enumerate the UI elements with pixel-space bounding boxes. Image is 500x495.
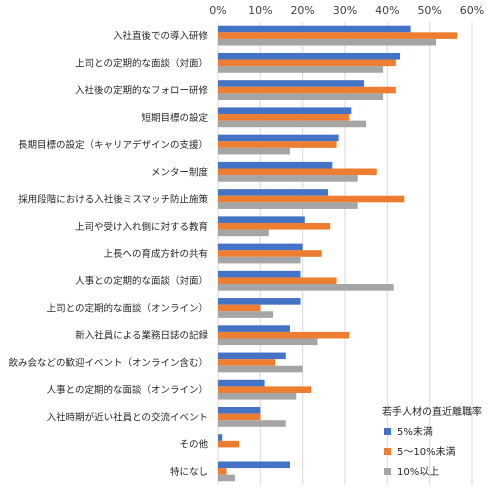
legend-label: 10%以上: [397, 466, 439, 478]
bar: [218, 25, 411, 33]
bar: [218, 66, 384, 73]
x-tick-label: 10%: [248, 4, 272, 17]
bar: [218, 93, 384, 100]
x-tick-label: 50%: [417, 4, 441, 17]
category-label: 新入社員による業務日誌の記録: [75, 330, 208, 342]
bar: [218, 195, 405, 203]
bar: [218, 284, 394, 291]
bar: [218, 461, 290, 469]
legend-swatch: [384, 448, 391, 455]
bar: [218, 468, 227, 475]
bar: [218, 250, 322, 257]
category-label: メンター制度: [151, 166, 209, 178]
category-label: 採用段階における入社後ミスマッチ防止施策: [18, 194, 208, 206]
bar: [218, 365, 303, 373]
bar: [218, 120, 367, 128]
bar: [218, 222, 331, 230]
category-label: 入社時期が近い社員との交流イベント: [47, 411, 208, 423]
category-label: 上司との定期的な面談（オンライン）: [47, 302, 208, 314]
category-label: 長期目標の設定（キャリアデザインの支援）: [18, 139, 208, 151]
bar: [218, 359, 276, 366]
bar: [218, 114, 350, 121]
bar: [218, 311, 274, 318]
bar: [218, 474, 235, 482]
bar: [218, 331, 350, 339]
bar: [218, 352, 286, 360]
bar: [218, 440, 240, 448]
bar: [218, 38, 437, 46]
legend-label: 5～10%未満: [397, 446, 456, 458]
x-tick-label: 30%: [333, 4, 357, 17]
legend-label: 5%未満: [397, 426, 433, 438]
bar: [218, 229, 269, 237]
bar: [218, 298, 301, 305]
bar: [218, 32, 458, 39]
bar: [218, 270, 301, 278]
bar: [218, 107, 352, 115]
legend-swatch: [384, 428, 391, 435]
bar: [218, 392, 297, 400]
bar: [218, 304, 261, 312]
bar: [218, 59, 396, 67]
bar: [218, 189, 329, 196]
bar: [218, 407, 261, 414]
bar: [218, 80, 365, 87]
bar: [218, 325, 290, 332]
bars: [218, 25, 458, 482]
category-label: 人事との定期的な面談（オンライン）: [47, 384, 208, 396]
bar: [218, 434, 223, 441]
x-tick-label: 40%: [375, 4, 399, 17]
x-tick-label: 0%: [209, 4, 226, 17]
bar: [218, 379, 265, 387]
bar: [218, 161, 333, 169]
category-label: 入社直後での導入研修: [113, 30, 209, 42]
legend-swatch: [384, 468, 391, 475]
bar: [218, 256, 301, 264]
bar: [218, 168, 377, 176]
category-label: 上司や受け入れ側に対する教育: [75, 221, 208, 233]
legend-title: 若手人材の直近離職率: [382, 405, 482, 418]
category-label: その他: [179, 439, 208, 451]
bar: [218, 134, 339, 142]
x-axis-ticks: 0% 10% 20% 30% 40% 50% 60%: [209, 4, 484, 17]
bar: [218, 243, 303, 251]
category-label: 入社後の定期的なフォロー研修: [75, 85, 209, 97]
bar: [218, 52, 401, 60]
category-label: 人事との定期的な面談（対面）: [75, 275, 208, 287]
bar: [218, 141, 337, 148]
category-label: 上長への育成方針の共有: [103, 248, 208, 260]
bar: [218, 216, 305, 223]
x-tick-label: 60%: [460, 4, 484, 17]
category-label: 上司との定期的な面談（対面）: [75, 57, 208, 69]
bar: [218, 420, 286, 427]
bar: [218, 147, 290, 155]
bar: [218, 386, 312, 393]
bar: [218, 175, 358, 182]
category-label: 特になし: [170, 466, 208, 478]
category-label: 短期目標の設定: [141, 112, 208, 124]
x-tick-label: 20%: [290, 4, 314, 17]
category-label: 飲み会などの歓迎イベント（オンライン含む）: [8, 357, 208, 369]
bar: [218, 338, 318, 346]
bar: [218, 277, 337, 285]
legend: 若手人材の直近離職率 5%未満 5～10%未満 10%以上: [382, 405, 482, 478]
bar: [218, 86, 396, 94]
bar: [218, 413, 261, 421]
bar: [218, 202, 358, 209]
